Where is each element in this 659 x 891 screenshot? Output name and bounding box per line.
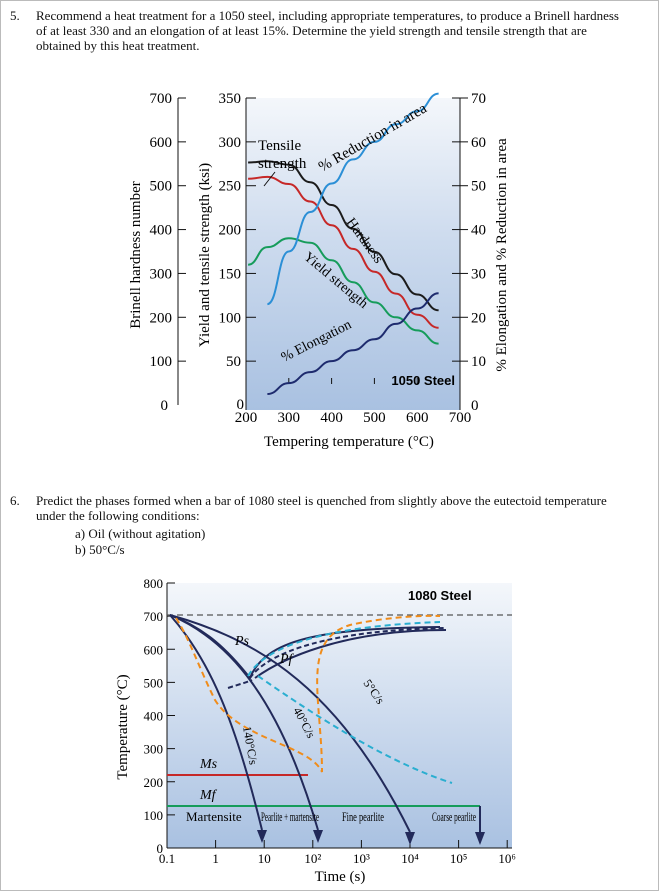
question-6-number: 6. — [10, 493, 20, 508]
ttt-y-tick-label: 700 — [144, 609, 164, 624]
region-fine-pearlite: Fine pearlite — [342, 809, 384, 824]
oil-quench-curve — [175, 614, 441, 773]
ksi-tick-label: 200 — [219, 223, 242, 239]
hb-tick-label: 200 — [150, 310, 173, 326]
ttt-y-tick-label: 0 — [157, 841, 164, 856]
pearlite-start-curve — [169, 614, 441, 680]
label-ms: Ms — [199, 757, 218, 772]
series-elongation — [267, 292, 439, 395]
hb-tick-label: 100 — [150, 354, 173, 370]
pct-tick-label: 30 — [471, 266, 486, 282]
ttt-y-tick-label: 300 — [144, 742, 164, 757]
ttt-title: 1080 Steel — [408, 588, 472, 603]
pct-tick-label: 40 — [471, 223, 486, 239]
ttt-y-tick-label: 800 — [144, 576, 164, 591]
ttt-ylabel: Temperature (°C) — [115, 674, 131, 779]
pct-tick-label: 20 — [471, 310, 486, 326]
bainite-nose-dashed — [227, 679, 253, 689]
series-yield-strength — [247, 237, 439, 345]
ttt-x-tick-label: 10⁶ — [498, 851, 516, 866]
label-mf: Mf — [199, 788, 218, 803]
pct-tick-label: 60 — [471, 135, 486, 151]
pct-tick-label: 70 — [471, 91, 486, 107]
hb-tick-label: 700 — [150, 91, 173, 107]
chart1-title: 1050 Steel — [391, 373, 455, 388]
chart1-ylabel-right: % Elongation and % Reduction in area — [494, 138, 510, 372]
question-5-text: Recommend a heat treatment for a 1050 st… — [36, 8, 619, 53]
cooling-curve-slow — [169, 614, 411, 833]
series-reduction-in-area — [266, 92, 439, 306]
pct-tick-label: 0 — [471, 398, 479, 414]
ksi-tick-label: 250 — [219, 179, 242, 195]
chart1-xlabel: Tempering temperature (°C) — [264, 434, 434, 450]
label-ps: Ps — [234, 634, 250, 649]
question-5-number: 5. — [10, 8, 20, 23]
x-tick-label: 700 — [449, 410, 472, 426]
label-tensile: Tensile — [258, 138, 301, 154]
cooling-curve-fast — [169, 614, 263, 831]
cooling-curve-medium — [169, 614, 319, 831]
hb-tick-label: 300 — [150, 266, 173, 282]
ttt-y-tick-label: 100 — [144, 808, 164, 823]
ksi-tick-label: 350 — [219, 91, 242, 107]
ttt-xlabel: Time (s) — [315, 869, 366, 885]
chart1-ylabel-outer: Brinell hardness number — [128, 181, 144, 328]
label-tensile-pointer — [263, 171, 276, 187]
hb-tick-label: 400 — [150, 223, 173, 239]
ttt-y-tick-label: 400 — [144, 709, 164, 724]
ttt-x-tick-label: 10⁵ — [450, 851, 468, 866]
rate-label-140: 140°C/s — [240, 725, 261, 766]
ksi-tick-label: 150 — [219, 266, 242, 282]
pearlite-finish-curve — [249, 627, 447, 679]
pearlite-finish-solid — [254, 629, 447, 679]
question-5: 5. Recommend a heat treatment for a 1050… — [10, 8, 626, 53]
ttt-y-tick-label: 500 — [144, 675, 164, 690]
ksi-tick-label: 0 — [237, 397, 245, 413]
ttt-x-tick-label: 10³ — [353, 851, 370, 866]
question-6-item-a: a) Oil (without agitation) — [75, 526, 206, 541]
question-6-item-b: b) 50°C/s — [75, 542, 125, 557]
series-hardness — [248, 160, 439, 312]
ksi-tick-label: 100 — [219, 310, 242, 326]
ttt-chart: 0 100 200 300 400 500 600 700 800 0.1 1 10 10² 10³ 10… — [115, 576, 516, 885]
question-6: 6. Predict the phases formed when a bar … — [10, 493, 626, 523]
ttt-x-tick-label: 1 — [212, 851, 219, 866]
ttt-y-tick-label: 200 — [144, 775, 164, 790]
hb-tick-label: 600 — [150, 135, 173, 151]
region-arrows — [257, 830, 485, 845]
region-coarse-pearlite: Coarse pearlite — [432, 809, 476, 824]
ttt-x-tick-label: 10⁴ — [401, 851, 419, 866]
x-tick-label: 400 — [320, 410, 343, 426]
ttt-x-tick-label: 10² — [304, 851, 321, 866]
region-pearlite-martensite: Pearlite + martensite — [261, 809, 319, 824]
hb-tick-label: 0 — [161, 398, 169, 414]
series-tensile-strength — [248, 175, 439, 329]
pct-tick-label: 50 — [471, 179, 486, 195]
x-tick-label: 500 — [363, 410, 386, 426]
pct-tick-label: 10 — [471, 354, 486, 370]
ksi-tick-label: 300 — [219, 135, 242, 151]
x-tick-label: 600 — [406, 410, 429, 426]
ttt-x-tick-label: 0.1 — [159, 851, 175, 866]
x-tick-label: 300 — [278, 410, 301, 426]
hb-tick-label: 500 — [150, 179, 173, 195]
x-tick-label: 200 — [235, 410, 258, 426]
label-pf: Pf — [279, 652, 295, 667]
chart1-ylabel-inner: Yield and tensile strength (ksi) — [197, 163, 213, 347]
label-strength: strength — [258, 156, 307, 172]
region-martensite: Martensite — [186, 809, 242, 824]
ksi-tick-label: 50 — [226, 354, 241, 370]
ttt-y-tick-label: 600 — [144, 642, 164, 657]
ttt-x-tick-label: 10 — [258, 851, 271, 866]
rate-50-decay — [257, 675, 453, 784]
question-6-text: Predict the phases formed when a bar of … — [36, 493, 607, 523]
